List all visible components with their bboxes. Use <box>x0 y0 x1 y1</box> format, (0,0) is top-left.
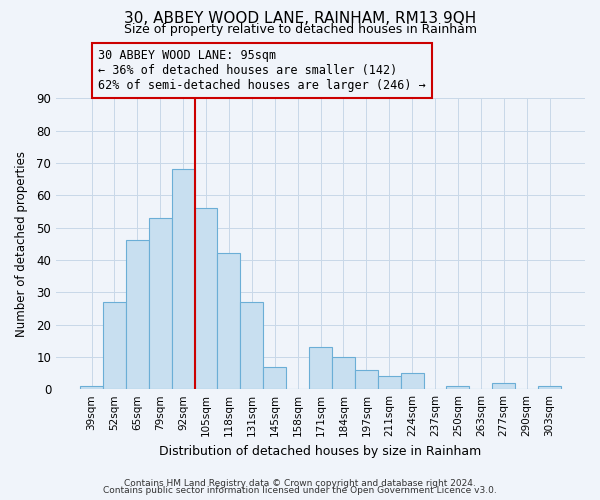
Text: 30, ABBEY WOOD LANE, RAINHAM, RM13 9QH: 30, ABBEY WOOD LANE, RAINHAM, RM13 9QH <box>124 11 476 26</box>
Bar <box>309 347 332 389</box>
Bar <box>492 382 515 389</box>
Text: Size of property relative to detached houses in Rainham: Size of property relative to detached ho… <box>124 22 476 36</box>
X-axis label: Distribution of detached houses by size in Rainham: Distribution of detached houses by size … <box>160 444 482 458</box>
Bar <box>538 386 561 389</box>
Bar <box>149 218 172 389</box>
Bar <box>355 370 378 389</box>
Bar <box>263 366 286 389</box>
Bar <box>378 376 401 389</box>
Bar <box>401 373 424 389</box>
Bar <box>241 302 263 389</box>
Bar <box>103 302 126 389</box>
Bar <box>194 208 217 389</box>
Bar <box>172 170 194 389</box>
Text: 30 ABBEY WOOD LANE: 95sqm
← 36% of detached houses are smaller (142)
62% of semi: 30 ABBEY WOOD LANE: 95sqm ← 36% of detac… <box>98 50 426 92</box>
Y-axis label: Number of detached properties: Number of detached properties <box>15 150 28 336</box>
Bar <box>217 254 241 389</box>
Bar <box>446 386 469 389</box>
Text: Contains HM Land Registry data © Crown copyright and database right 2024.: Contains HM Land Registry data © Crown c… <box>124 478 476 488</box>
Bar <box>126 240 149 389</box>
Text: Contains public sector information licensed under the Open Government Licence v3: Contains public sector information licen… <box>103 486 497 495</box>
Bar <box>80 386 103 389</box>
Bar <box>332 357 355 389</box>
